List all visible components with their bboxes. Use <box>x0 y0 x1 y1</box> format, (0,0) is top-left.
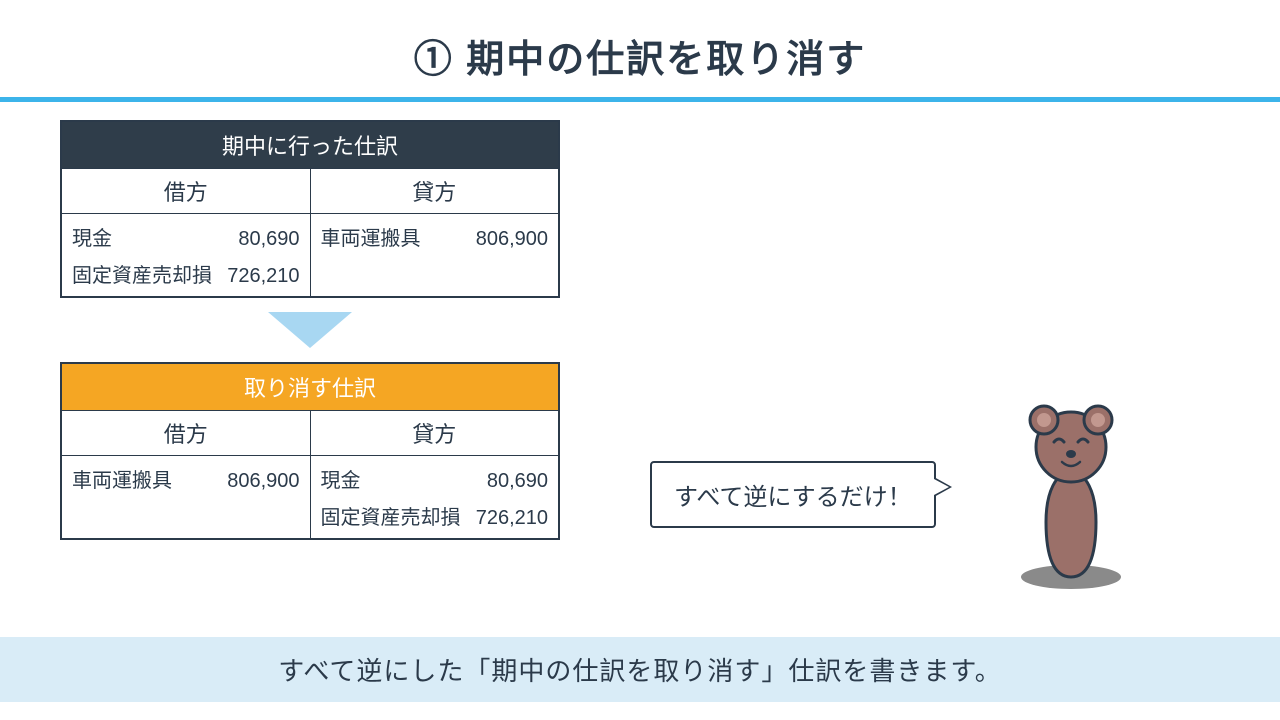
page-title: ① 期中の仕訳を取り消す <box>0 0 1280 97</box>
table-header-row: 借方 貸方 <box>62 410 558 455</box>
bubble-tail-icon <box>934 477 952 497</box>
entry-line: 固定資産売却損 726,210 <box>321 501 549 530</box>
entry-line: 車両運搬具 806,900 <box>72 464 300 493</box>
debit-cell: 車両運搬具 806,900 <box>62 456 311 538</box>
account: 現金 <box>321 464 361 493</box>
entry-line: 車両運搬具 806,900 <box>321 222 549 251</box>
footer-note: すべて逆にした「期中の仕訳を取り消す」仕訳を書きます。 <box>0 637 1280 702</box>
amount: 80,690 <box>487 470 548 493</box>
debit-header: 借方 <box>62 169 311 213</box>
table-header-row: 借方 貸方 <box>62 168 558 213</box>
account: 車両運搬具 <box>321 222 421 251</box>
credit-cell: 現金 80,690 固定資産売却損 726,210 <box>311 456 559 538</box>
entry-line: 現金 80,690 <box>72 222 300 251</box>
account: 車両運搬具 <box>72 464 172 493</box>
amount: 726,210 <box>476 507 548 530</box>
debit-cell: 現金 80,690 固定資産売却損 726,210 <box>62 214 311 296</box>
entry-line: 固定資産売却損 726,210 <box>72 259 300 288</box>
amount: 80,690 <box>238 228 299 251</box>
table-body-row: 車両運搬具 806,900 現金 80,690 固定資産売却損 726,210 <box>62 455 558 538</box>
account: 固定資産売却損 <box>72 259 212 288</box>
down-arrow-icon <box>268 312 352 348</box>
credit-header: 貸方 <box>311 169 559 213</box>
account: 現金 <box>72 222 112 251</box>
speech-bubble: すべて逆にするだけ！ <box>650 461 936 528</box>
credit-cell: 車両運搬具 806,900 <box>311 214 559 296</box>
reversal-journal-table: 取り消す仕訳 借方 貸方 車両運搬具 806,900 現金 80,690 固定資… <box>60 362 560 540</box>
reversal-table-title: 取り消す仕訳 <box>62 364 558 410</box>
entry-line: 現金 80,690 <box>321 464 549 493</box>
amount: 806,900 <box>476 228 548 251</box>
content-area: 期中に行った仕訳 借方 貸方 現金 80,690 固定資産売却損 726,210… <box>0 102 1280 540</box>
debit-header: 借方 <box>62 411 311 455</box>
speech-area: すべて逆にするだけ！ <box>650 392 1146 597</box>
original-journal-table: 期中に行った仕訳 借方 貸方 現金 80,690 固定資産売却損 726,210… <box>60 120 560 298</box>
amount: 726,210 <box>227 265 299 288</box>
original-table-title: 期中に行った仕訳 <box>62 122 558 168</box>
credit-header: 貸方 <box>311 411 559 455</box>
account: 固定資産売却損 <box>321 501 461 530</box>
bear-mascot-icon <box>996 392 1146 597</box>
speech-text: すべて逆にするだけ！ <box>674 484 912 511</box>
table-body-row: 現金 80,690 固定資産売却損 726,210 車両運搬具 806,900 <box>62 213 558 296</box>
amount: 806,900 <box>227 470 299 493</box>
